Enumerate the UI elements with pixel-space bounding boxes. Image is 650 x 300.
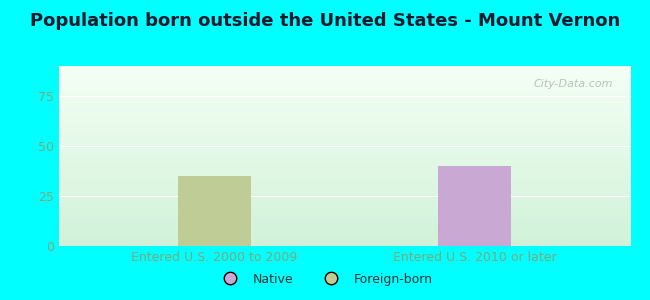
Text: Population born outside the United States - Mount Vernon: Population born outside the United State…: [30, 12, 620, 30]
Legend: Native, Foreign-born: Native, Foreign-born: [213, 268, 437, 291]
Bar: [178, 176, 251, 246]
Bar: [438, 166, 511, 246]
Text: City-Data.com: City-Data.com: [534, 79, 614, 88]
